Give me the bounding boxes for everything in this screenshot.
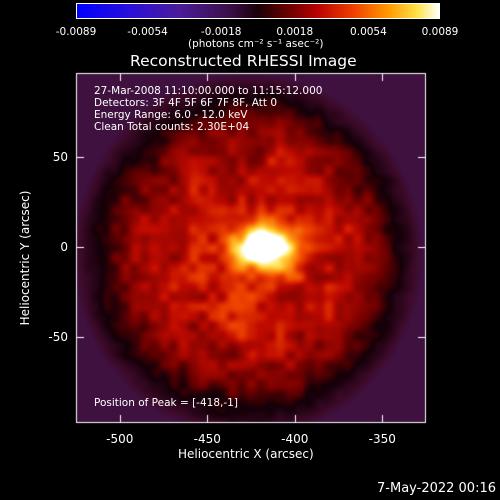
colorbar-tick-label: -0.0089 xyxy=(55,26,97,38)
colorbar-tick-label: -0.0054 xyxy=(127,26,168,38)
chart-title: Reconstructed RHESSI Image xyxy=(130,52,357,70)
x-tick-label: -350 xyxy=(368,432,396,446)
peak-position-label: Position of Peak = [-418,-1] xyxy=(94,397,238,409)
x-tick-label: -500 xyxy=(106,432,134,446)
y-tick-label: -50 xyxy=(48,329,68,344)
x-axis-label: Heliocentric X (arcsec) xyxy=(178,447,314,461)
info-line-energy-range: Energy Range: 6.0 - 12.0 keV xyxy=(94,109,248,121)
colorbar-tick-label: 0.0054 xyxy=(350,26,387,38)
x-tick-label: -400 xyxy=(281,432,309,446)
y-tick-label: 0 xyxy=(60,240,68,255)
colorbar-unit-label: (photons cm⁻² s⁻¹ asec⁻²) xyxy=(188,38,324,50)
x-tick-label: -450 xyxy=(193,432,221,446)
y-axis-label: Heliocentric Y (arcsec) xyxy=(18,190,32,326)
y-tick-label: 50 xyxy=(52,150,68,165)
colorbar-tick-label: -0.0018 xyxy=(200,26,242,38)
date-stamp: 7-May-2022 00:16 xyxy=(377,481,496,496)
info-line-time-range: 27-Mar-2008 11:10:00.000 to 11:15:12.000 xyxy=(94,85,323,97)
info-line-detectors: Detectors: 3F 4F 5F 6F 7F 8F, Att 0 xyxy=(94,97,278,109)
colorbar xyxy=(76,3,440,19)
colorbar-tick-label: 0.0089 xyxy=(421,26,459,38)
colorbar-tick-label: 0.0018 xyxy=(276,26,314,38)
info-line-counts: Clean Total counts: 2.30E+04 xyxy=(94,121,250,133)
